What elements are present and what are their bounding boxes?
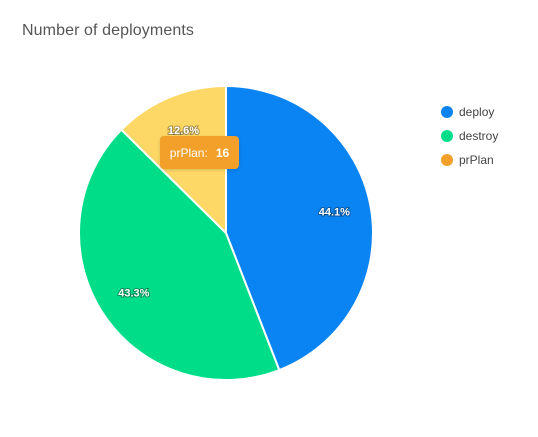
legend-swatch-prplan — [441, 154, 453, 166]
legend-label-prplan: prPlan — [459, 153, 494, 167]
legend-label-destroy: destroy — [459, 129, 499, 143]
tooltip-value: 16 — [215, 145, 230, 160]
legend-label-deploy: deploy — [459, 105, 495, 119]
legend: deploy destroy prPlan — [441, 100, 498, 172]
legend-item-deploy[interactable]: deploy — [441, 100, 498, 124]
legend-item-prplan[interactable]: prPlan — [441, 148, 498, 172]
slice-label-deploy: 44.1% — [319, 207, 350, 219]
chart-title: Number of deployments — [22, 22, 194, 39]
slice-tooltip: prPlan: 16 — [160, 136, 239, 169]
pie-slice-deploy[interactable] — [225, 84, 374, 372]
legend-item-destroy[interactable]: destroy — [441, 124, 498, 148]
pie-slice-destroy[interactable] — [78, 128, 281, 381]
legend-swatch-destroy — [441, 130, 453, 142]
slice-label-prplan: 12.6% — [168, 125, 199, 137]
slice-label-destroy: 43.3% — [118, 287, 149, 299]
tooltip-series: prPlan: — [169, 145, 208, 160]
legend-swatch-deploy — [441, 106, 453, 118]
